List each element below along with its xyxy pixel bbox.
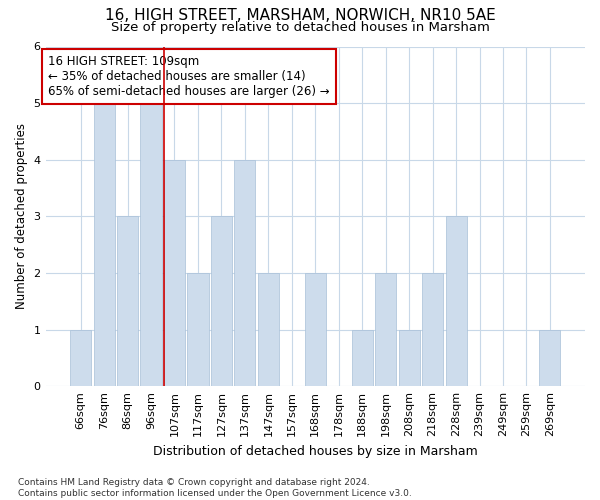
Bar	[164, 160, 185, 386]
Bar	[422, 273, 443, 386]
Bar	[539, 330, 560, 386]
Bar	[305, 273, 326, 386]
Bar	[375, 273, 396, 386]
Bar	[94, 103, 115, 386]
X-axis label: Distribution of detached houses by size in Marsham: Distribution of detached houses by size …	[153, 444, 478, 458]
Text: 16 HIGH STREET: 109sqm
← 35% of detached houses are smaller (14)
65% of semi-det: 16 HIGH STREET: 109sqm ← 35% of detached…	[48, 55, 330, 98]
Bar	[211, 216, 232, 386]
Text: Contains HM Land Registry data © Crown copyright and database right 2024.
Contai: Contains HM Land Registry data © Crown c…	[18, 478, 412, 498]
Text: 16, HIGH STREET, MARSHAM, NORWICH, NR10 5AE: 16, HIGH STREET, MARSHAM, NORWICH, NR10 …	[104, 8, 496, 22]
Bar	[446, 216, 467, 386]
Bar	[235, 160, 256, 386]
Bar	[70, 330, 91, 386]
Bar	[258, 273, 279, 386]
Y-axis label: Number of detached properties: Number of detached properties	[15, 124, 28, 310]
Bar	[352, 330, 373, 386]
Bar	[117, 216, 138, 386]
Bar	[398, 330, 419, 386]
Bar	[187, 273, 209, 386]
Text: Size of property relative to detached houses in Marsham: Size of property relative to detached ho…	[110, 21, 490, 34]
Bar	[140, 103, 161, 386]
